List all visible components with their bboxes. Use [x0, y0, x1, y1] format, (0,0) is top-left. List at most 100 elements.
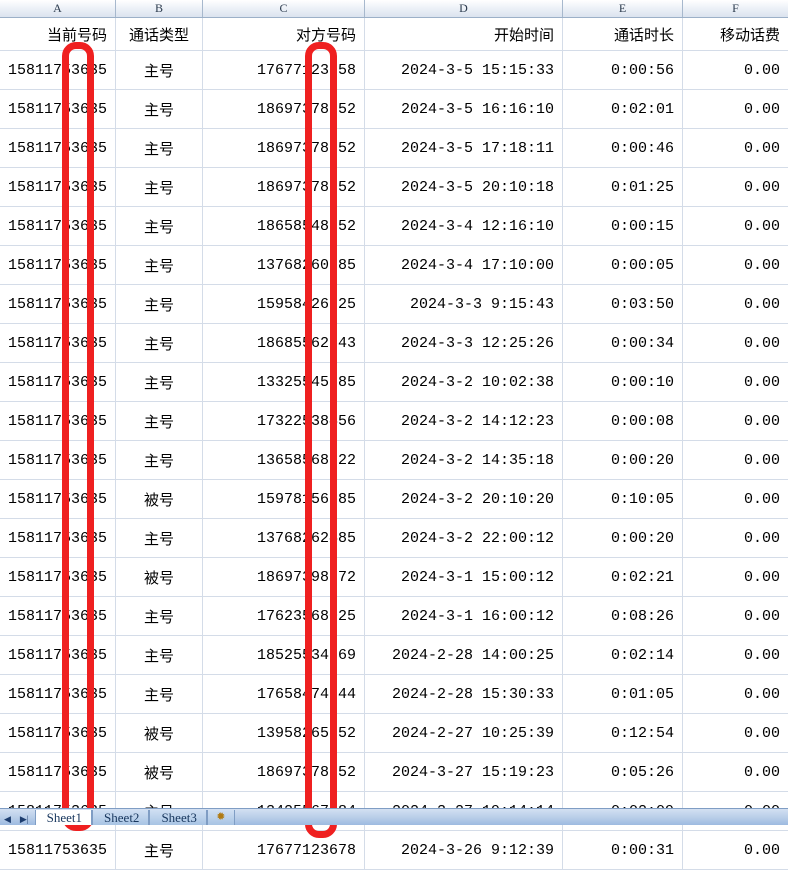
- cell-start-time[interactable]: 2024-3-5 16:16:10: [365, 90, 563, 128]
- cell-other-number[interactable]: 13768260985: [203, 246, 365, 284]
- cell-start-time[interactable]: 2024-2-28 14:00:25: [365, 636, 563, 674]
- cell-call-type[interactable]: 主号: [116, 90, 203, 128]
- cell-call-type[interactable]: 被号: [116, 753, 203, 791]
- cell-charge[interactable]: 0.00: [743, 256, 780, 274]
- cell-call-type[interactable]: 被号: [116, 480, 203, 518]
- cell-duration[interactable]: 0:03:50: [563, 285, 683, 323]
- cell-current-number[interactable]: 15811753635: [0, 714, 116, 752]
- cell-duration[interactable]: 0:10:05: [563, 480, 683, 518]
- cell-current-number[interactable]: 15811753635: [0, 129, 116, 167]
- cell-current-number[interactable]: 15811753635: [0, 519, 116, 557]
- cell-duration[interactable]: 0:01:25: [563, 168, 683, 206]
- header-cell-duration[interactable]: 通话时长: [563, 18, 683, 50]
- first-sheet-arrow-icon[interactable]: ◀: [4, 814, 11, 824]
- cell-start-time[interactable]: 2024-3-3 9:15:43: [365, 285, 563, 323]
- cell-call-type[interactable]: 被号: [116, 558, 203, 596]
- cell-start-time[interactable]: 2024-3-5 17:18:11: [365, 129, 563, 167]
- cell-call-type[interactable]: 主号: [116, 402, 203, 440]
- cell-current-number[interactable]: 15811753635: [0, 597, 116, 635]
- cell-other-number[interactable]: 15978156585: [203, 480, 365, 518]
- cell-charge[interactable]: 0.00: [743, 490, 780, 508]
- table-row[interactable]: 15811753635 主号 18685562543 2024-3-3 12:25:2…: [0, 324, 788, 363]
- cell-charge[interactable]: 0.00: [743, 217, 780, 235]
- cell-current-number[interactable]: 15811753635: [0, 636, 116, 674]
- header-cell-start-time[interactable]: 开始时间: [365, 18, 563, 50]
- cell-duration[interactable]: 0:00:20: [563, 519, 683, 557]
- cell-duration[interactable]: 0:12:54: [563, 714, 683, 752]
- cell-other-number[interactable]: 18697378852: [203, 129, 365, 167]
- table-row[interactable]: 15811753635 主号 13658568522 2024-3-2 14:35:1…: [0, 441, 788, 480]
- table-row[interactable]: 15811753635 主号 18697378852 2024-3-5 16:16:1…: [0, 90, 788, 129]
- cell-duration[interactable]: 0:00:56: [563, 51, 683, 89]
- cell-current-number[interactable]: 15811753635: [0, 324, 116, 362]
- cell-current-number[interactable]: 15811753635: [0, 207, 116, 245]
- cell-current-number[interactable]: 15811753635: [0, 90, 116, 128]
- cell-call-type[interactable]: 主号: [116, 597, 203, 635]
- cell-charge[interactable]: 0.00: [743, 295, 780, 313]
- cell-other-number[interactable]: 13768262485: [203, 519, 365, 557]
- cell-duration[interactable]: 0:05:26: [563, 753, 683, 791]
- cell-charge[interactable]: 0.00: [743, 373, 780, 391]
- table-row[interactable]: 15811753635 主号 17677123678 2024-3-26 9:12:3…: [0, 831, 788, 870]
- cell-charge[interactable]: 0.00: [743, 763, 780, 781]
- cell-other-number[interactable]: 17322538456: [203, 402, 365, 440]
- cell-other-number[interactable]: 13958265852: [203, 714, 365, 752]
- column-header-a[interactable]: A: [0, 0, 116, 17]
- cell-other-number[interactable]: 13325545585: [203, 363, 365, 401]
- cell-start-time[interactable]: 2024-3-5 15:15:33: [365, 51, 563, 89]
- cell-start-time[interactable]: 2024-3-4 12:16:10: [365, 207, 563, 245]
- cell-other-number[interactable]: 15958426225: [203, 285, 365, 323]
- column-header-c[interactable]: C: [203, 0, 365, 17]
- cell-duration[interactable]: 0:02:21: [563, 558, 683, 596]
- cell-call-type[interactable]: 被号: [116, 714, 203, 752]
- cell-charge[interactable]: 0.00: [743, 529, 780, 547]
- cell-start-time[interactable]: 2024-3-2 22:00:12: [365, 519, 563, 557]
- cell-start-time[interactable]: 2024-3-3 12:25:26: [365, 324, 563, 362]
- cell-other-number[interactable]: 18658548852: [203, 207, 365, 245]
- cell-start-time[interactable]: 2024-3-4 17:10:00: [365, 246, 563, 284]
- cell-other-number[interactable]: 13658568522: [203, 441, 365, 479]
- cell-duration[interactable]: 0:00:15: [563, 207, 683, 245]
- cell-other-number[interactable]: 18685562543: [203, 324, 365, 362]
- cell-other-number[interactable]: 18525534269: [203, 636, 365, 674]
- cell-start-time[interactable]: 2024-2-28 15:30:33: [365, 675, 563, 713]
- cell-other-number[interactable]: 18697398872: [203, 558, 365, 596]
- cell-current-number[interactable]: 15811753635: [0, 51, 116, 89]
- cell-duration[interactable]: 0:02:01: [563, 90, 683, 128]
- cell-call-type[interactable]: 主号: [116, 324, 203, 362]
- cell-charge[interactable]: 0.00: [743, 334, 780, 352]
- cell-start-time[interactable]: 2024-3-2 14:12:23: [365, 402, 563, 440]
- header-cell-call-type[interactable]: 通话类型: [116, 18, 203, 50]
- cell-other-number[interactable]: 17677123678: [203, 831, 365, 869]
- table-row[interactable]: 15811753635 主号 18658548852 2024-3-4 12:16:1…: [0, 207, 788, 246]
- table-row[interactable]: 15811753635 主号 17623568025 2024-3-1 16:00:1…: [0, 597, 788, 636]
- cell-call-type[interactable]: 主号: [116, 51, 203, 89]
- cell-current-number[interactable]: 15811753635: [0, 363, 116, 401]
- cell-start-time[interactable]: 2024-3-5 20:10:18: [365, 168, 563, 206]
- table-row[interactable]: 15811753635 主号 18697378852 2024-3-5 17:18:1…: [0, 129, 788, 168]
- cell-current-number[interactable]: 15811753635: [0, 480, 116, 518]
- cell-charge[interactable]: 0.00: [743, 646, 780, 664]
- header-cell-current-number[interactable]: 当前号码: [0, 18, 116, 50]
- table-row[interactable]: 15811753635 主号 13768262485 2024-3-2 22:00:1…: [0, 519, 788, 558]
- sheet-nav-arrows[interactable]: ◀ ▶|: [0, 815, 35, 825]
- column-header-e[interactable]: E: [563, 0, 683, 17]
- cell-call-type[interactable]: 主号: [116, 129, 203, 167]
- cell-start-time[interactable]: 2024-3-26 9:12:39: [365, 831, 563, 869]
- cell-other-number[interactable]: 17677123658: [203, 51, 365, 89]
- cell-duration[interactable]: 0:01:05: [563, 675, 683, 713]
- cell-call-type[interactable]: 主号: [116, 363, 203, 401]
- cell-charge[interactable]: 0.00: [743, 178, 780, 196]
- cell-charge[interactable]: 0.00: [743, 568, 780, 586]
- cell-other-number[interactable]: 17623568025: [203, 597, 365, 635]
- cell-duration[interactable]: 0:00:10: [563, 363, 683, 401]
- cell-call-type[interactable]: 主号: [116, 519, 203, 557]
- sheet-tab-sheet3[interactable]: Sheet3: [149, 810, 207, 825]
- cell-duration[interactable]: 0:00:31: [563, 831, 683, 869]
- cell-call-type[interactable]: 主号: [116, 831, 203, 869]
- table-row[interactable]: 15811753635 主号 13768260985 2024-3-4 17:10:0…: [0, 246, 788, 285]
- cell-duration[interactable]: 0:00:34: [563, 324, 683, 362]
- cell-charge[interactable]: 0.00: [743, 841, 780, 859]
- cell-current-number[interactable]: 15811753635: [0, 402, 116, 440]
- new-sheet-icon[interactable]: ✹: [206, 810, 235, 825]
